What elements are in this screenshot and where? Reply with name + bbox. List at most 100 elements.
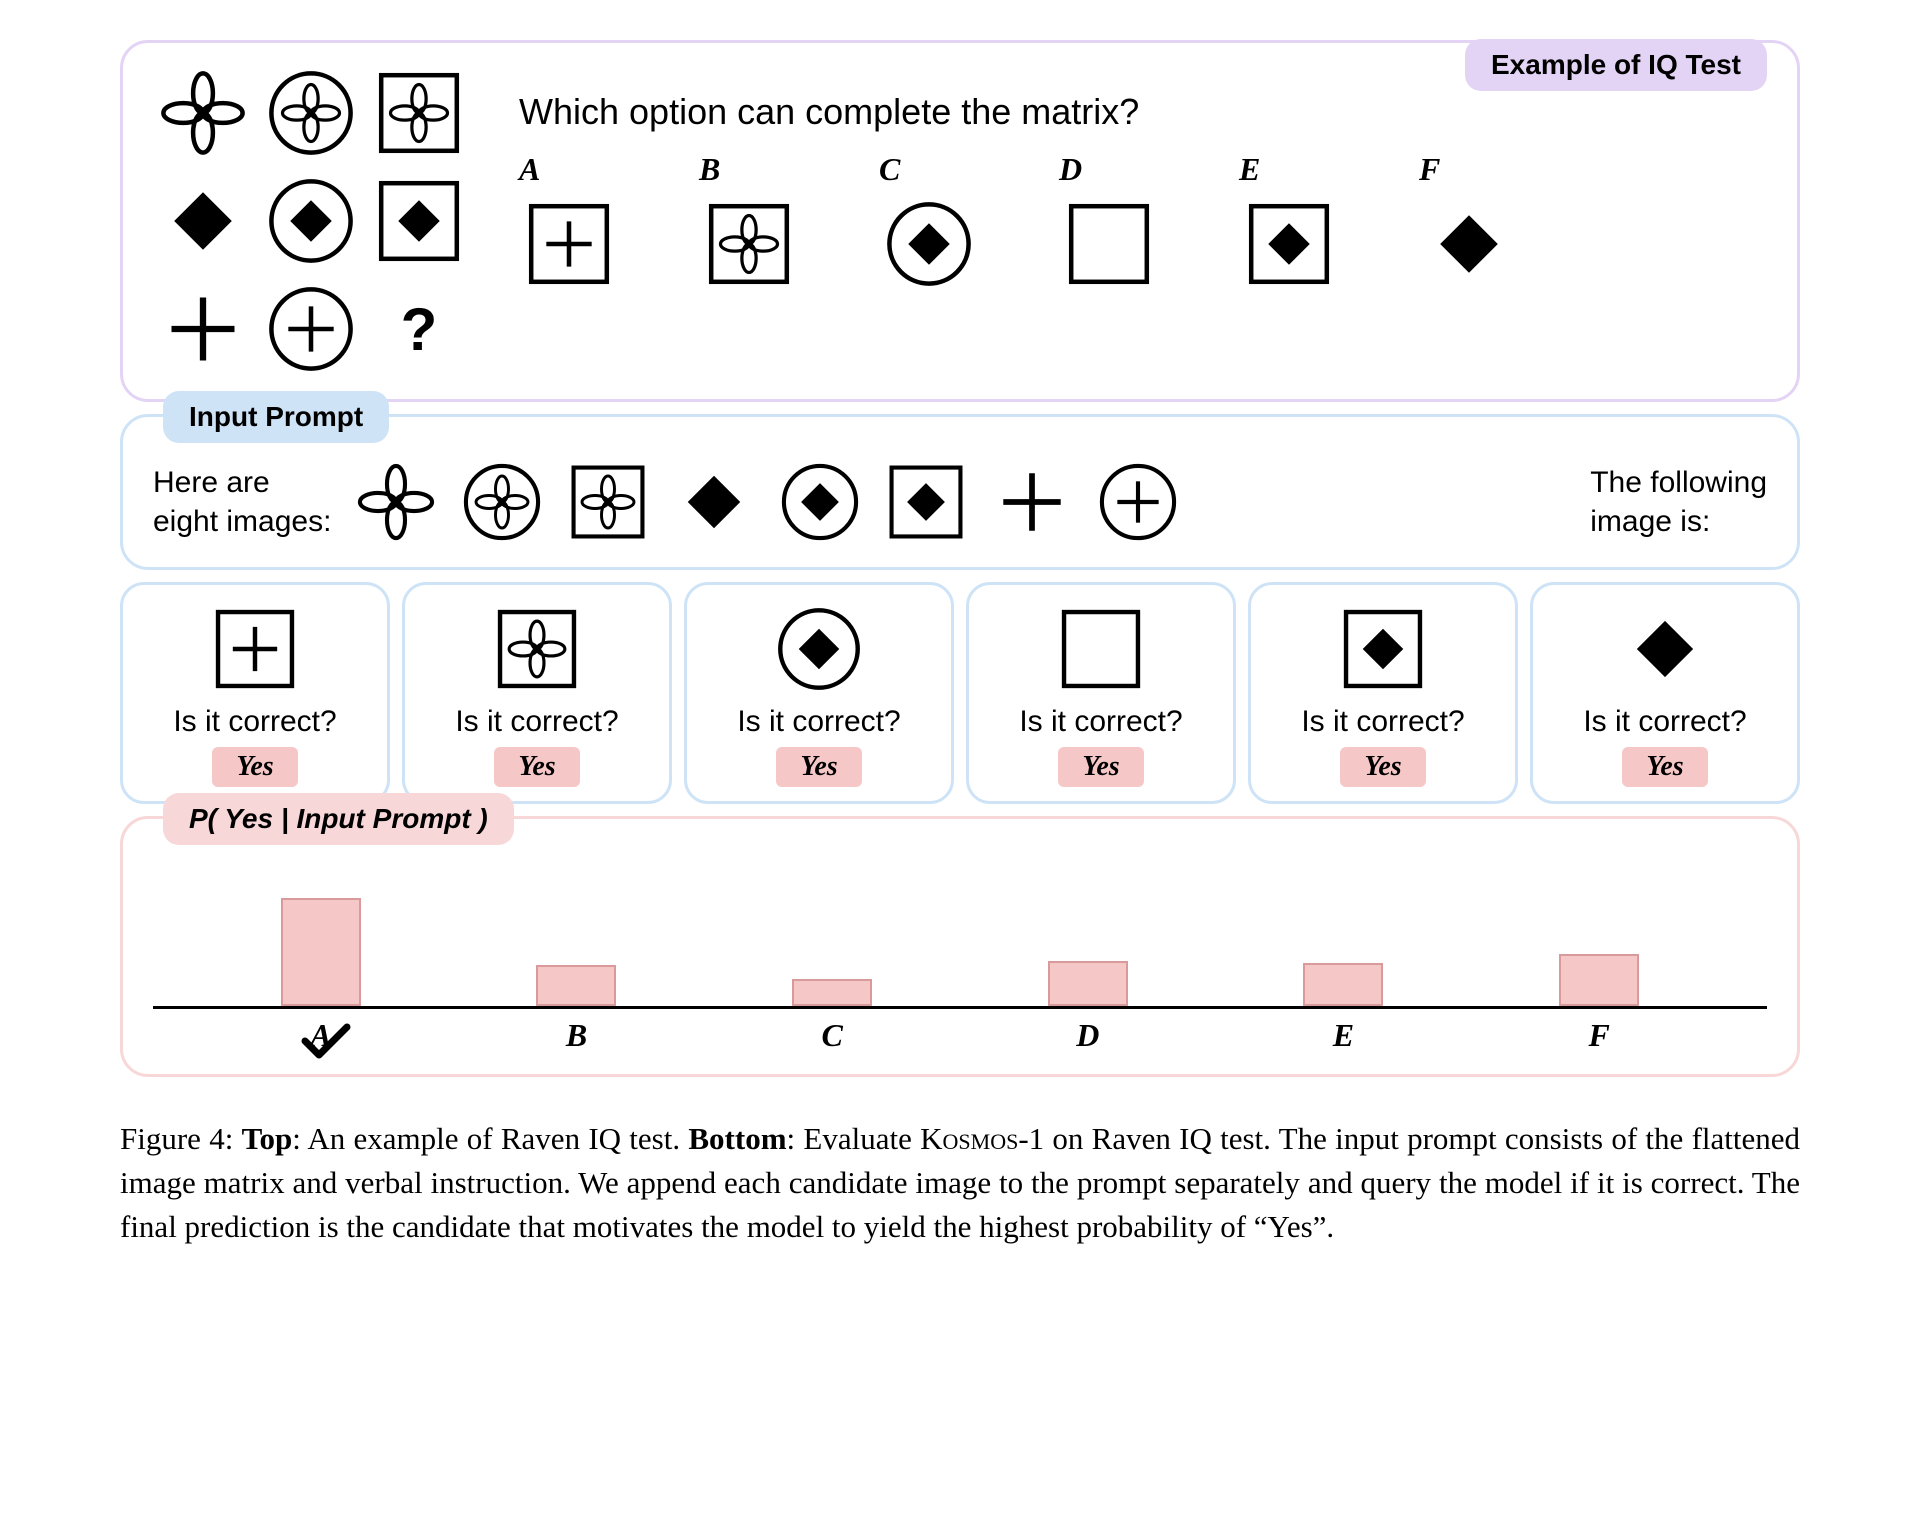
candidate-answer: Yes	[1622, 747, 1707, 787]
iq-option: F	[1419, 151, 1519, 294]
candidate-card: Is it correct? Yes	[966, 582, 1236, 804]
candidate-question: Is it correct?	[455, 705, 618, 739]
bar	[281, 898, 361, 1006]
chart-badge: P( Yes | Input Prompt )	[163, 793, 514, 845]
candidate-question: Is it correct?	[1301, 705, 1464, 739]
caption-figlabel: Figure 4:	[120, 1121, 233, 1156]
iq-option: D	[1059, 151, 1159, 294]
figure-caption: Figure 4: Top: An example of Raven IQ te…	[120, 1117, 1800, 1249]
iq-option: B	[699, 151, 799, 294]
candidate-card: Is it correct? Yes	[1530, 582, 1800, 804]
bar-column	[526, 965, 626, 1006]
prompt-images	[351, 457, 1183, 547]
bar-column	[1038, 961, 1138, 1007]
candidate-question: Is it correct?	[737, 705, 900, 739]
bar-label: F	[1549, 1017, 1649, 1054]
prompt-image	[563, 457, 653, 547]
bar-label: C	[782, 1017, 882, 1054]
candidate-card: Is it correct? Yes	[402, 582, 672, 804]
bars-region	[153, 869, 1767, 1009]
prompt-image	[775, 457, 865, 547]
option-label: C	[879, 151, 900, 188]
candidate-image	[1051, 599, 1151, 699]
bar	[1048, 961, 1128, 1007]
prompt-image	[1093, 457, 1183, 547]
candidate-question: Is it correct?	[1583, 705, 1746, 739]
candidate-card: Is it correct? Yes	[1248, 582, 1518, 804]
prompt-image	[351, 457, 441, 547]
iq-option: A	[519, 151, 619, 294]
option-label: D	[1059, 151, 1082, 188]
prompt-image	[987, 457, 1077, 547]
bar-column	[1293, 963, 1393, 1006]
option-image	[1419, 194, 1519, 294]
bar-label: B	[526, 1017, 626, 1054]
matrix-cell	[153, 171, 253, 271]
bar	[1303, 963, 1383, 1006]
bar	[1559, 954, 1639, 1006]
matrix-cell	[369, 171, 469, 271]
option-image	[699, 194, 799, 294]
caption-btxt1: : Evaluate	[787, 1121, 921, 1156]
figure-container: Example of IQ Test ? Which option can co…	[120, 40, 1800, 1249]
bar-label: A	[271, 1017, 371, 1054]
caption-top-text: : An example of Raven IQ test.	[292, 1121, 688, 1156]
matrix-cell	[369, 63, 469, 163]
bar-column	[782, 979, 882, 1006]
option-label: F	[1419, 151, 1440, 188]
candidate-answer: Yes	[1340, 747, 1425, 787]
candidate-image	[1615, 599, 1715, 699]
bar-label: D	[1038, 1017, 1138, 1054]
candidate-answer: Yes	[776, 747, 861, 787]
iq-option: C	[879, 151, 979, 294]
option-image	[1059, 194, 1159, 294]
checkmark-icon	[301, 1023, 351, 1063]
prompt-lead-text: Here are eight images:	[153, 463, 331, 541]
candidate-answer: Yes	[494, 747, 579, 787]
input-prompt-panel: Input Prompt Here are eight images: The …	[120, 414, 1800, 570]
option-label: E	[1239, 151, 1260, 188]
candidates-row: Is it correct?YesIs it correct?YesIs it …	[120, 582, 1800, 804]
candidate-card: Is it correct? Yes	[684, 582, 954, 804]
matrix-cell	[153, 63, 253, 163]
bar-labels: A B C D E F	[153, 1009, 1767, 1054]
option-image	[519, 194, 619, 294]
option-image	[1239, 194, 1339, 294]
candidate-answer: Yes	[1058, 747, 1143, 787]
candidate-card: Is it correct? Yes	[120, 582, 390, 804]
probability-chart-panel: P( Yes | Input Prompt ) ABCDEF	[120, 816, 1800, 1077]
matrix-cell	[261, 279, 361, 379]
prompt-image	[881, 457, 971, 547]
bar-label: E	[1293, 1017, 1393, 1054]
option-image	[879, 194, 979, 294]
prompt-tail-text: The following image is:	[1590, 463, 1767, 541]
iq-option: E	[1239, 151, 1339, 294]
matrix-cell: ?	[369, 279, 469, 379]
caption-kosmos: Kosmos	[920, 1121, 1018, 1156]
iq-options-row: A B C D E F	[519, 151, 1767, 294]
iq-badge: Example of IQ Test	[1465, 39, 1767, 91]
caption-bottom-label: Bottom	[688, 1121, 786, 1156]
bar-column	[271, 898, 371, 1006]
iq-test-panel: Example of IQ Test ? Which option can co…	[120, 40, 1800, 402]
matrix-cell	[261, 171, 361, 271]
matrix-cell	[153, 279, 253, 379]
bar-column	[1549, 954, 1649, 1006]
matrix-cell	[261, 63, 361, 163]
option-label: B	[699, 151, 720, 188]
candidate-answer: Yes	[212, 747, 297, 787]
candidate-image	[487, 599, 587, 699]
candidate-question: Is it correct?	[173, 705, 336, 739]
prompt-badge: Input Prompt	[163, 391, 389, 443]
iq-matrix: ?	[153, 63, 469, 379]
candidate-image	[1333, 599, 1433, 699]
prompt-image	[457, 457, 547, 547]
candidate-image	[769, 599, 869, 699]
option-label: A	[519, 151, 540, 188]
prompt-image	[669, 457, 759, 547]
caption-top-label: Top	[242, 1121, 293, 1156]
bar	[792, 979, 872, 1006]
bar	[536, 965, 616, 1006]
candidate-image	[205, 599, 305, 699]
candidate-question: Is it correct?	[1019, 705, 1182, 739]
